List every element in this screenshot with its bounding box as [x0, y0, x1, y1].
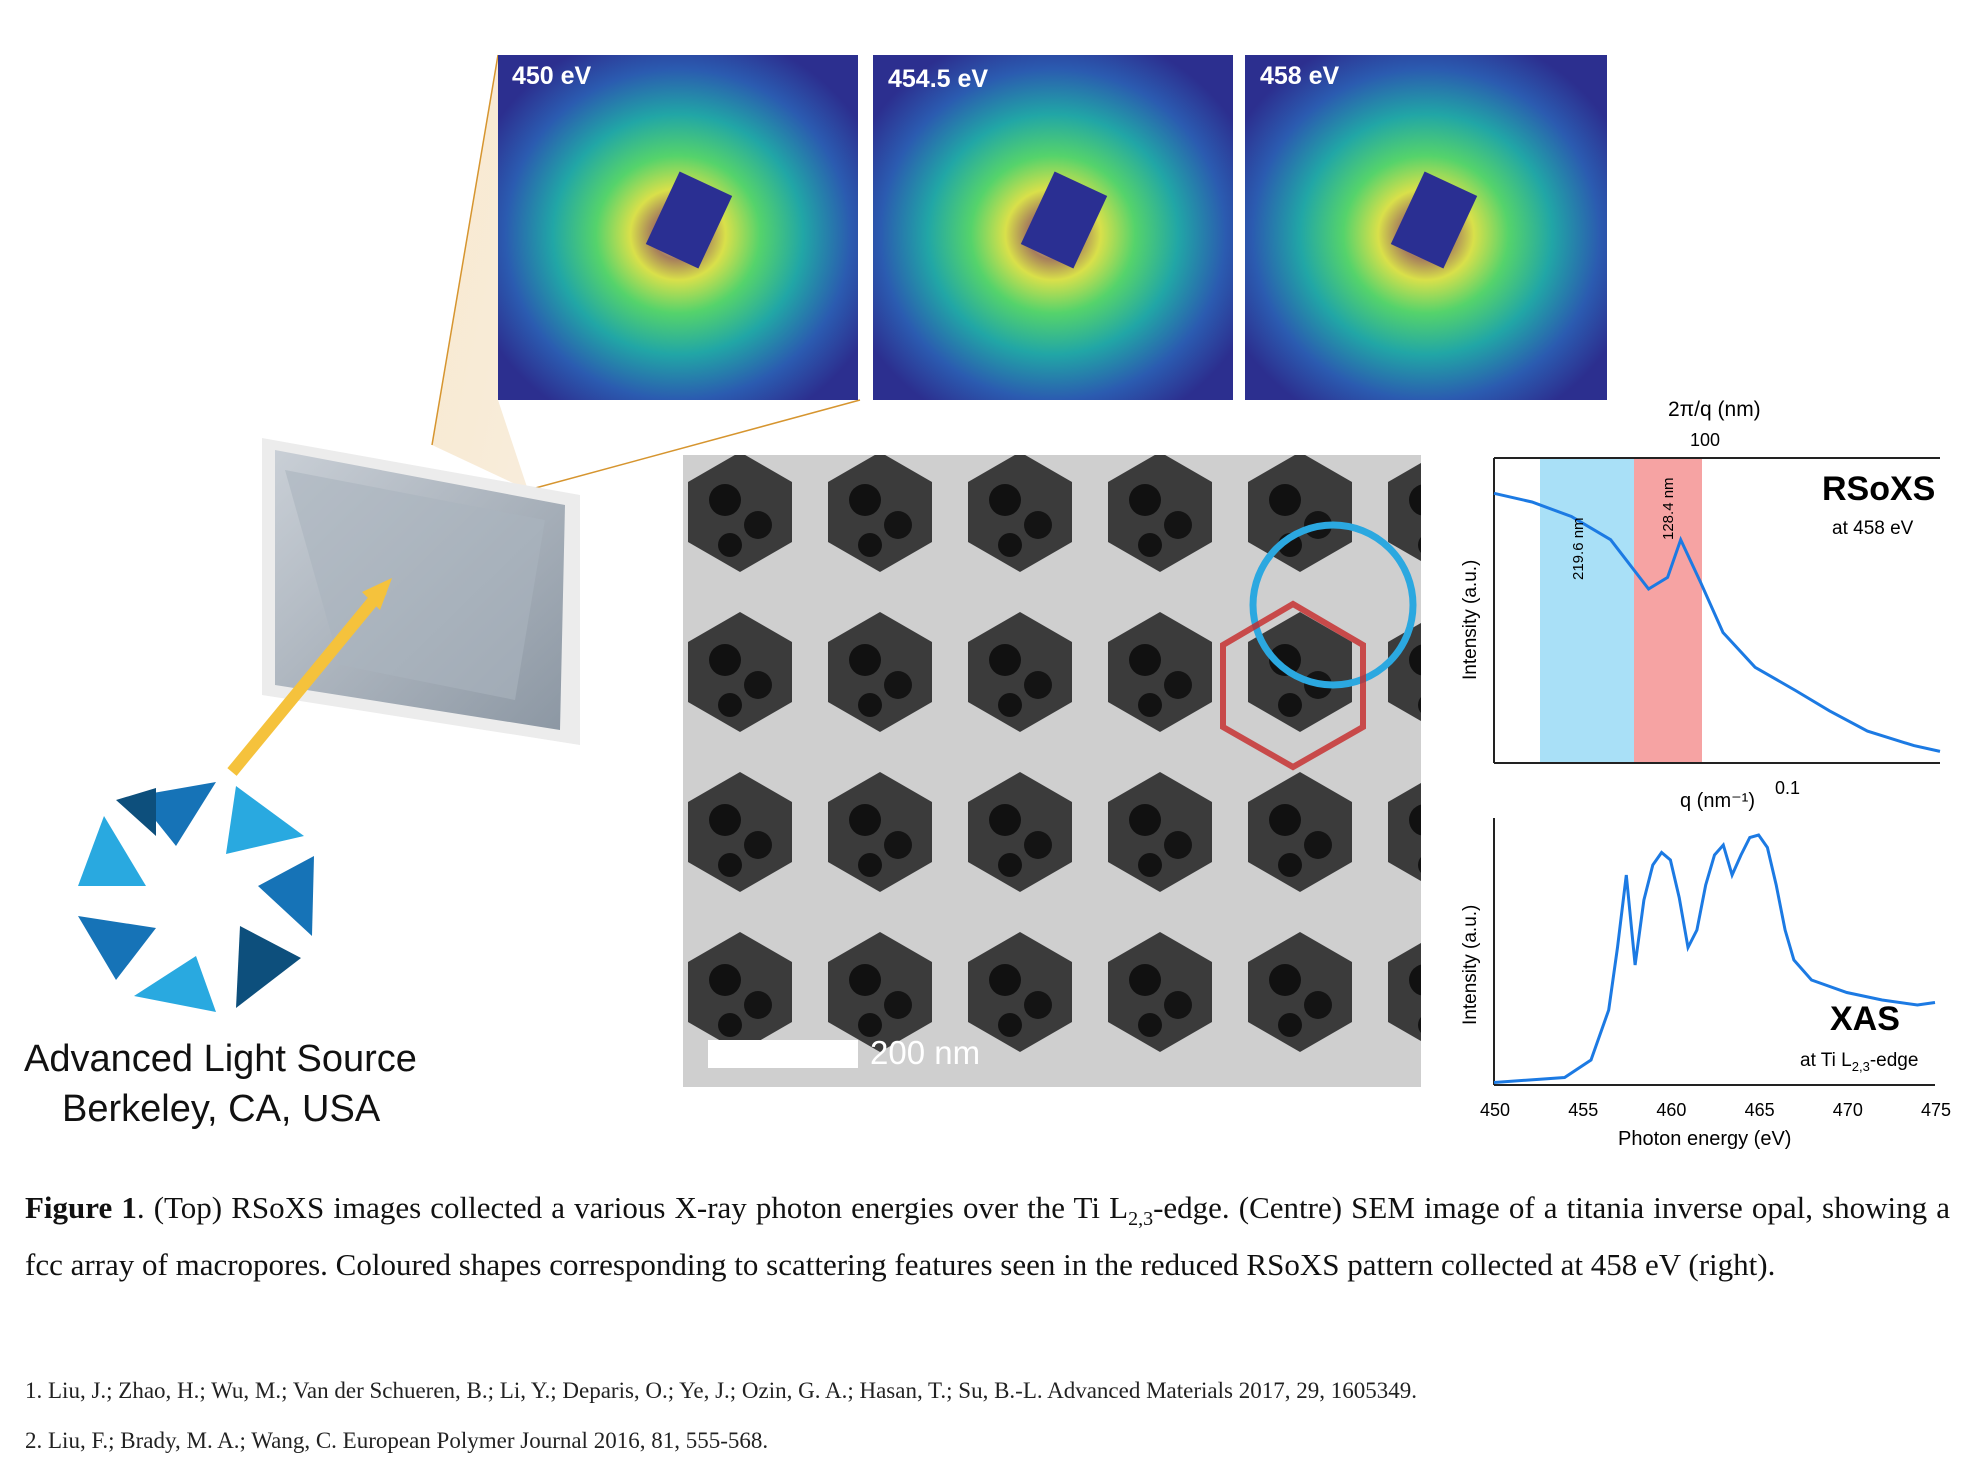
reference-1: 1. Liu, J.; Zhao, H.; Wu, M.; Van der Sc… — [25, 1378, 1417, 1403]
xas-x-label: Photon energy (eV) — [1618, 1128, 1792, 1150]
rsoxs-top-tick: 100 — [1690, 430, 1721, 450]
xas-x-tick: 450 — [1480, 1100, 1511, 1120]
rsoxs-top-axis-label: 2π/q (nm) — [1668, 398, 1761, 421]
figure-caption: Figure 1. (Top) RSoXS images collected a… — [25, 1190, 1950, 1283]
beam-cone — [432, 55, 528, 490]
reference-2: 2. Liu, F.; Brady, M. A.; Wang, C. Europ… — [25, 1428, 769, 1453]
highlight-circle — [1249, 521, 1417, 689]
rsoxs-image-1 — [498, 55, 858, 400]
xas-series — [1493, 833, 1936, 1084]
highlight-hexagon — [1220, 600, 1366, 771]
xas-x-tick: 475 — [1921, 1100, 1952, 1120]
xas-chart — [1493, 818, 1936, 1086]
rsoxs-chart — [1493, 457, 1941, 764]
arrow-head-icon — [362, 578, 392, 610]
cone-edge-line — [527, 399, 861, 491]
xas-x-tick: 470 — [1832, 1100, 1863, 1120]
xas-y-label: Intensity (a.u.) — [1460, 904, 1481, 1025]
rsoxs-x-label: q (nm⁻¹) — [1680, 790, 1755, 812]
xas-subtitle: at Ti L2,3-edge — [1800, 1050, 1919, 1074]
rsoxs-image-2 — [873, 55, 1233, 400]
scale-label: 200 nm — [870, 1034, 981, 1071]
scale-bar — [708, 1040, 858, 1068]
rsoxs-title: RSoXS — [1822, 470, 1936, 508]
rsoxs-label-3: 458 eV — [1260, 62, 1340, 90]
rsoxs-label-1: 450 eV — [512, 62, 592, 90]
rsoxs-label-2: 454.5 eV — [888, 65, 989, 93]
sample-photo — [262, 438, 580, 745]
als-logo-icon — [78, 782, 314, 1012]
beam-arrow — [227, 586, 387, 776]
xas-x-tick: 455 — [1568, 1100, 1599, 1120]
rsoxs-subtitle: at 458 eV — [1832, 518, 1914, 539]
sem-image — [683, 455, 1421, 1087]
rsoxs-series — [1493, 491, 1941, 753]
rsoxs-x-tick: 0.1 — [1775, 778, 1801, 798]
cone-edge-line — [431, 54, 499, 446]
xas-x-tick: 460 — [1656, 1100, 1687, 1120]
xas-x-tick: 465 — [1744, 1100, 1775, 1120]
band-128-label: 128.4 nm — [1660, 477, 1677, 540]
band-128 — [1634, 458, 1702, 763]
band-219-label: 219.6 nm — [1570, 517, 1587, 580]
xas-title: XAS — [1830, 1000, 1900, 1038]
rsoxs-image-3 — [1245, 55, 1607, 400]
rsoxs-y-label: Intensity (a.u.) — [1460, 559, 1481, 680]
als-location: Berkeley, CA, USA — [62, 1088, 381, 1130]
als-title: Advanced Light Source — [24, 1038, 417, 1080]
